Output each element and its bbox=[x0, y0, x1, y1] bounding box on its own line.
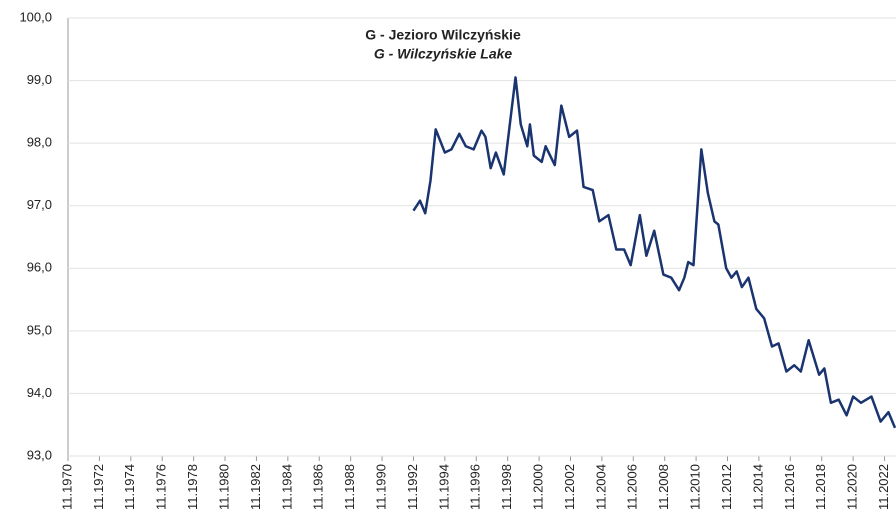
data-line bbox=[412, 76, 896, 429]
y-tick-label: 94,0 bbox=[27, 385, 52, 400]
chart-title: G - Jezioro Wilczyńskie bbox=[365, 27, 521, 43]
x-tick-label: 11.2014 bbox=[750, 464, 765, 510]
x-tick-label: 11.1992 bbox=[405, 464, 420, 510]
y-tick-label: 97,0 bbox=[27, 197, 52, 212]
chart-subtitle: G - Wilczyńskie Lake bbox=[374, 46, 513, 62]
y-tick-label: 95,0 bbox=[27, 322, 52, 337]
x-tick-label: 11.2020 bbox=[845, 464, 860, 510]
x-tick-label: 11.2008 bbox=[656, 464, 671, 510]
x-tick-label: 11.1998 bbox=[499, 464, 514, 510]
x-tick-label: 11.1996 bbox=[468, 464, 483, 510]
x-tick-label: 11.1986 bbox=[311, 464, 326, 510]
x-tick-label: 11.1982 bbox=[248, 464, 263, 510]
x-tick-label: 11.1984 bbox=[279, 464, 294, 510]
x-tick-label: 11.2010 bbox=[688, 464, 703, 510]
x-tick-label: 11.1976 bbox=[154, 464, 169, 510]
y-tick-label: 99,0 bbox=[27, 72, 52, 87]
x-tick-label: 11.1980 bbox=[216, 464, 231, 510]
x-tick-label: 11.1990 bbox=[373, 464, 388, 510]
y-tick-label: 100,0 bbox=[19, 9, 52, 24]
x-tick-label: 11.1970 bbox=[59, 464, 74, 510]
x-tick-label: 11.2000 bbox=[531, 464, 546, 510]
y-tick-label: 96,0 bbox=[27, 260, 52, 275]
x-tick-label: 11.2002 bbox=[562, 464, 577, 510]
x-tick-label: 11.2018 bbox=[813, 464, 828, 510]
x-tick-label: 11.2016 bbox=[782, 464, 797, 510]
y-tick-label: 93,0 bbox=[27, 447, 52, 462]
x-tick-label: 11.1988 bbox=[342, 464, 357, 510]
x-tick-label: 11.1972 bbox=[91, 464, 106, 510]
y-tick-label: 98,0 bbox=[27, 135, 52, 150]
x-tick-label: 11.2012 bbox=[719, 464, 734, 510]
x-tick-label: 11.1978 bbox=[185, 464, 200, 510]
x-tick-label: 11.1994 bbox=[436, 464, 451, 510]
x-tick-label: 11.2006 bbox=[625, 464, 640, 510]
x-tick-label: 11.1974 bbox=[122, 464, 137, 510]
x-tick-label: 11.2004 bbox=[593, 464, 608, 510]
x-tick-label: 11.2022 bbox=[876, 464, 891, 510]
